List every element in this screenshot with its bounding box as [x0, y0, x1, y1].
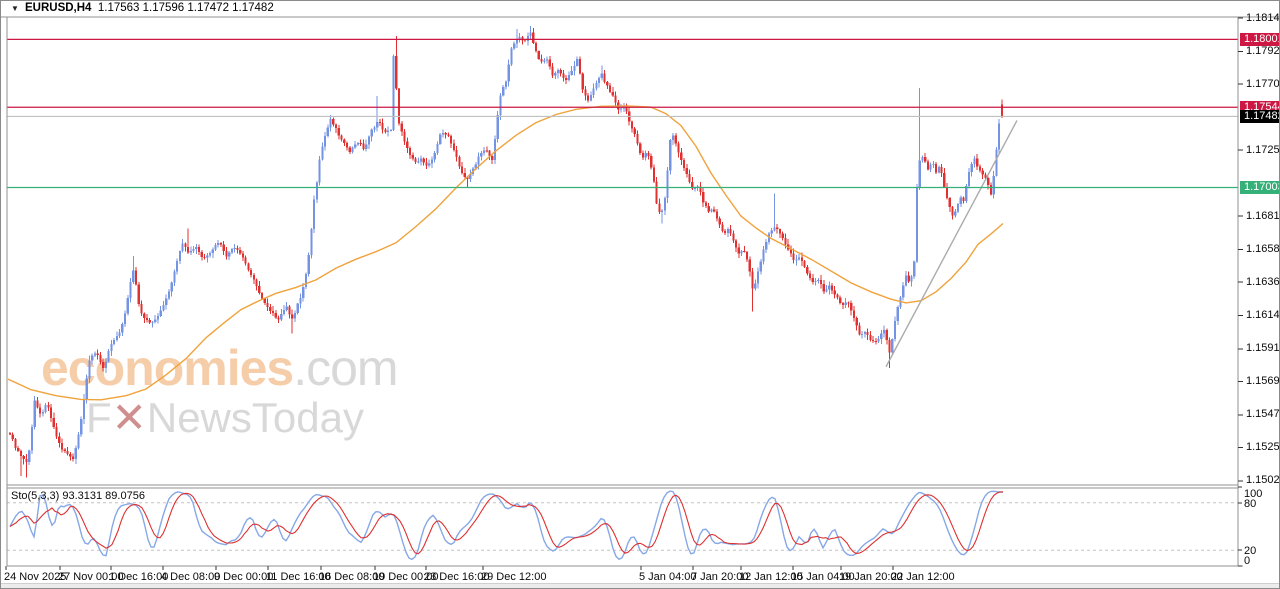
chart-title: EURUSD,H4 1.17563 1.17596 1.17472 1.1748… [25, 2, 274, 14]
date-tick-label: 7 Jan 20:00 [691, 571, 749, 583]
price-tick-label: 1.16585 [1246, 243, 1280, 256]
chart-title-bar: ▼ EURUSD,H4 1.17563 1.17596 1.17472 1.17… [1, 1, 1279, 17]
price-tick-label: 1.16365 [1246, 275, 1280, 288]
date-tick-label: 27 Nov 00:00 [58, 571, 124, 583]
stochastic-indicator-label: Sto(5,3,3) 93.3131 89.0756 [11, 490, 145, 502]
date-tick-label: 4 Dec 08:00 [161, 571, 221, 583]
price-tick-label: 1.16810 [1246, 209, 1280, 222]
current-price-label: 1.17482 [1240, 109, 1279, 123]
price-tick-label: 1.17920 [1246, 44, 1280, 57]
price-tick-label: 1.15025 [1246, 474, 1280, 487]
price-tick-label: 1.17255 [1246, 143, 1280, 156]
price-tick-label: 1.15915 [1246, 342, 1280, 355]
date-tick-label: 9 Dec 00:00 [214, 571, 274, 583]
level-price-label: 1.18001 [1240, 32, 1279, 46]
ohlc-values: 1.17563 1.17596 1.17472 1.17482 [97, 2, 274, 14]
window-bottom-strip [1, 583, 1279, 588]
stochastic-scale-label: 100 [1244, 488, 1263, 500]
price-tick-label: 1.15250 [1246, 441, 1280, 454]
date-tick-label: 12 Jan 12:00 [739, 571, 803, 583]
date-tick-label: 11 Dec 16:00 [266, 571, 331, 583]
stochastic-scale-label: 80 [1244, 497, 1257, 510]
date-tick-label: 24 Nov 2025 [4, 571, 67, 583]
date-tick-label: 22 Jan 12:00 [891, 571, 955, 583]
date-tick-label: 5 Jan 04:00 [639, 571, 697, 583]
date-tick-label: 23 Dec 16:00 [424, 571, 490, 583]
symbol-dropdown-icon[interactable]: ▼ [11, 4, 19, 13]
date-tick-label: 16 Dec 08:00 [319, 571, 385, 583]
price-tick-label: 1.16140 [1246, 309, 1280, 322]
price-tick-label: 1.15695 [1246, 375, 1280, 388]
date-tick-label: 15 Jan 04:00 [791, 571, 855, 583]
level-price-label: 1.17003 [1240, 180, 1279, 194]
price-tick-label: 1.18145 [1246, 11, 1280, 24]
symbol-period-label: EURUSD,H4 [25, 2, 92, 14]
date-tick-label: 29 Dec 12:00 [481, 571, 547, 583]
date-tick-label: 1 Dec 16:00 [109, 571, 169, 583]
price-tick-label: 1.15470 [1246, 408, 1280, 421]
stochastic-scale-label: 20 [1244, 545, 1257, 558]
date-tick-label: 19 Dec 00:00 [373, 571, 439, 583]
price-tick-label: 1.17700 [1246, 77, 1280, 90]
stochastic-scale-label: 0 [1244, 555, 1251, 567]
date-tick-label: 19 Jan 20:00 [839, 571, 903, 583]
